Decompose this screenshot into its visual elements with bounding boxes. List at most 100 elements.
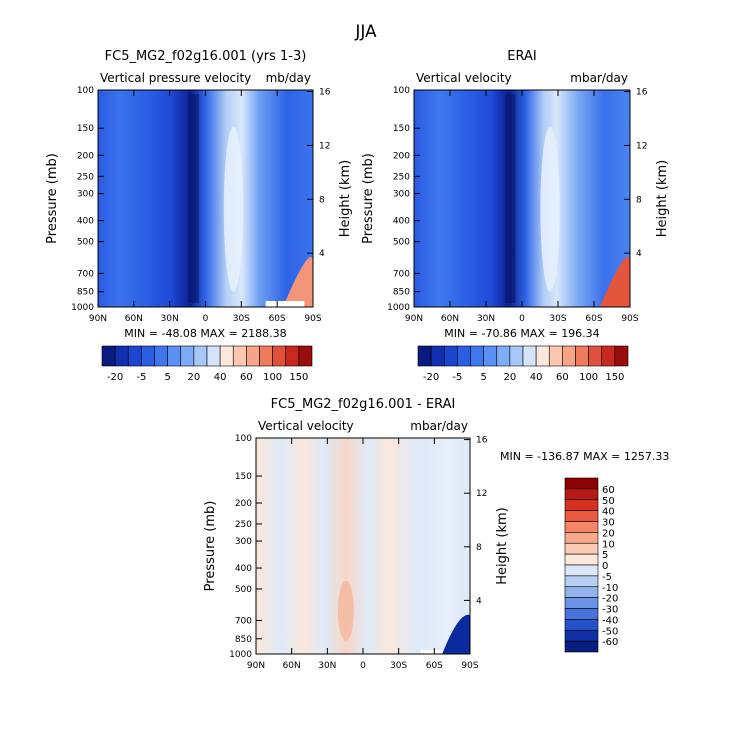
colorbar-swatch: [564, 499, 599, 511]
y2-tick-label: 8: [319, 195, 325, 205]
x-tick-label: 30S: [390, 661, 407, 671]
colorbar-swatch: [535, 345, 550, 367]
colorbar-label: -40: [602, 615, 618, 626]
x-tick-label: 60S: [585, 314, 602, 324]
y2-tick-label: 16: [636, 88, 648, 98]
y-tick-label: 500: [393, 238, 410, 248]
panel-subtitle-left: Vertical pressure velocity: [100, 71, 251, 85]
contour-field: [98, 90, 313, 307]
contour-field: [256, 438, 470, 654]
y-tick-label: 400: [393, 217, 410, 227]
colorbar-swatch: [564, 542, 599, 555]
y-tick-label: 1000: [71, 303, 94, 313]
x-tick-label: 90N: [247, 661, 265, 671]
colorbar-label: 20: [504, 372, 517, 383]
x-tick-label: 90N: [89, 314, 107, 324]
colorbar-swatch: [588, 345, 603, 367]
colorbar-swatch: [417, 345, 432, 367]
min-max-stats: MIN = -136.87 MAX = 1257.33: [500, 450, 669, 463]
y-tick-label: 200: [77, 151, 94, 161]
x-tick-label: 30N: [318, 661, 336, 671]
y-tick-label: 200: [235, 499, 252, 509]
colorbar-swatch: [272, 345, 287, 367]
colorbar-swatch: [564, 477, 599, 490]
colorbar-swatch: [101, 345, 116, 367]
colorbar-label: -20: [107, 372, 123, 383]
colorbar-swatch: [509, 345, 524, 367]
colorbar: -20 -5 5 20 40 60 100 150: [101, 345, 313, 383]
x-tick-label: 30N: [477, 314, 495, 324]
y-tick-label: 150: [77, 124, 94, 134]
min-max-stats: MIN = -70.86 MAX = 196.34: [444, 327, 599, 340]
y-axis-label: Pressure (mb): [361, 153, 376, 244]
colorbar-label: 40: [214, 372, 227, 383]
colorbar-label: 100: [263, 372, 282, 383]
colorbar-swatch: [564, 510, 599, 522]
y-tick-label: 850: [393, 288, 410, 298]
y-tick-label: 200: [393, 151, 410, 161]
colorbar-swatch: [483, 345, 498, 367]
colorbar-label: -50: [602, 626, 618, 637]
colorbar-swatch: [206, 345, 221, 367]
colorbar-label: 150: [605, 372, 624, 383]
y-tick-label: 400: [77, 217, 94, 227]
colorbar-label: 60: [602, 485, 615, 496]
colorbar-swatch: [232, 345, 247, 367]
y2-tick-label: 16: [476, 436, 488, 446]
y2-tick-label: 16: [319, 88, 331, 98]
x-tick-label: 30N: [161, 314, 179, 324]
colorbar-swatch: [564, 521, 599, 533]
surface-anomaly: [442, 614, 470, 654]
colorbar-label: 40: [602, 507, 615, 518]
y-tick-label: 850: [235, 635, 252, 645]
colorbar-swatch: [430, 345, 445, 367]
colorbar-label: 60: [556, 372, 569, 383]
colorbar-swatch: [564, 553, 599, 566]
x-tick-label: 0: [519, 314, 525, 324]
y2-tick-label: 8: [476, 543, 482, 553]
colorbar-swatch: [564, 488, 599, 501]
colorbar-label: -5: [136, 372, 146, 383]
colorbar-swatch: [127, 345, 142, 367]
colorbar-swatch: [601, 345, 616, 367]
y-tick-label: 500: [235, 585, 252, 595]
colorbar-label: 100: [579, 372, 598, 383]
colorbar-swatch: [443, 345, 458, 367]
colorbar: -20 -5 5 20 40 60 100 150: [417, 345, 629, 383]
colorbar-swatch: [564, 532, 599, 544]
y-tick-label: 100: [393, 86, 410, 96]
y2-tick-label: 4: [636, 249, 642, 259]
x-tick-label: 60S: [269, 314, 286, 324]
colorbar-swatch: [167, 345, 182, 367]
min-max-stats: MIN = -48.08 MAX = 2188.38: [124, 327, 286, 340]
colorbar-swatch: [564, 629, 599, 642]
y2-tick-label: 12: [319, 141, 330, 151]
colorbar-swatch: [496, 345, 511, 367]
y-tick-label: 250: [393, 172, 410, 182]
colorbar-label: -5: [602, 572, 612, 583]
colorbar-label: 60: [240, 372, 253, 383]
panel-subtitle-right: mbar/day: [570, 71, 628, 85]
y-tick-label: 250: [77, 172, 94, 182]
y-tick-label: 700: [77, 269, 94, 279]
x-tick-label: 0: [360, 661, 366, 671]
panel-subtitle-right: mbar/day: [410, 419, 468, 433]
colorbar-swatch: [285, 345, 300, 367]
colorbar-swatch: [562, 345, 576, 367]
colorbar-swatch: [548, 345, 563, 367]
panel-subtitle-right: mb/day: [266, 71, 311, 85]
y-tick-label: 100: [77, 86, 94, 96]
colorbar-label: -20: [423, 372, 439, 383]
panel-title: FC5_MG2_f02g16.001 - ERAI: [271, 397, 456, 412]
x-tick-label: 60N: [441, 314, 459, 324]
colorbar-swatch: [564, 608, 599, 620]
contour-field: [414, 90, 630, 307]
y-tick-label: 1000: [229, 650, 252, 660]
chart-panel-2: ERAI Vertical velocity mbar/day 90N 60N 30N 0 3…: [361, 49, 670, 383]
y-tick-label: 150: [393, 124, 410, 134]
x-tick-label: 90N: [405, 314, 423, 324]
colorbar-label: 40: [530, 372, 543, 383]
colorbar-swatch: [141, 345, 155, 367]
colorbar-swatch: [154, 345, 168, 367]
